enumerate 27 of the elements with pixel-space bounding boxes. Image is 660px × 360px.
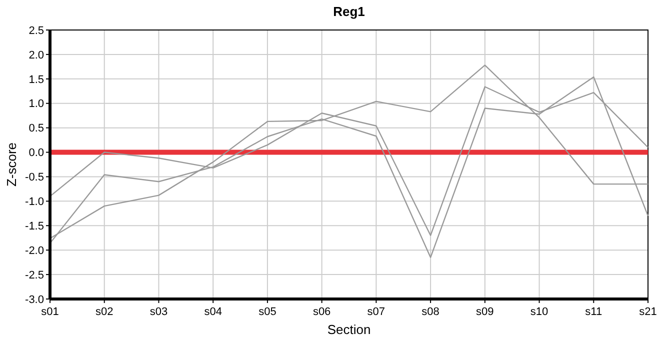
x-tick-label: s07	[367, 306, 386, 318]
y-tick-label: -1.5	[25, 220, 44, 232]
x-tick-label: s08	[422, 306, 440, 318]
x-tick-label: s02	[95, 306, 114, 318]
x-tick-label: s06	[312, 306, 331, 318]
y-tick-label: -0.5	[25, 172, 44, 184]
x-tick-label: s03	[150, 306, 168, 318]
y-tick-label: 0.0	[28, 147, 44, 160]
y-tick-label: 1.0	[28, 98, 44, 110]
x-tick-label: s21	[639, 306, 657, 318]
chart-title: Reg1	[333, 4, 365, 19]
y-tick-label: -2.0	[25, 244, 44, 257]
y-tick-label: 2.5	[28, 24, 44, 37]
y-tick-label: 1.5	[28, 74, 44, 86]
y-tick-label: 0.5	[28, 122, 44, 135]
x-axis-title: Section	[327, 322, 371, 337]
x-tick-label: s04	[204, 306, 222, 318]
x-tick-label: s09	[476, 306, 494, 318]
y-tick-label: 2.0	[28, 49, 44, 62]
y-tick-label: -3.0	[25, 294, 44, 306]
x-tick-label: s11	[585, 306, 602, 318]
x-tick-label: s01	[41, 306, 59, 318]
y-tick-label: -1.0	[25, 196, 44, 208]
y-axis-title: Z-score	[4, 142, 19, 187]
x-tick-label: s10	[530, 306, 548, 318]
y-tick-label: -2.5	[25, 269, 44, 282]
x-tick-label: s05	[258, 306, 276, 318]
